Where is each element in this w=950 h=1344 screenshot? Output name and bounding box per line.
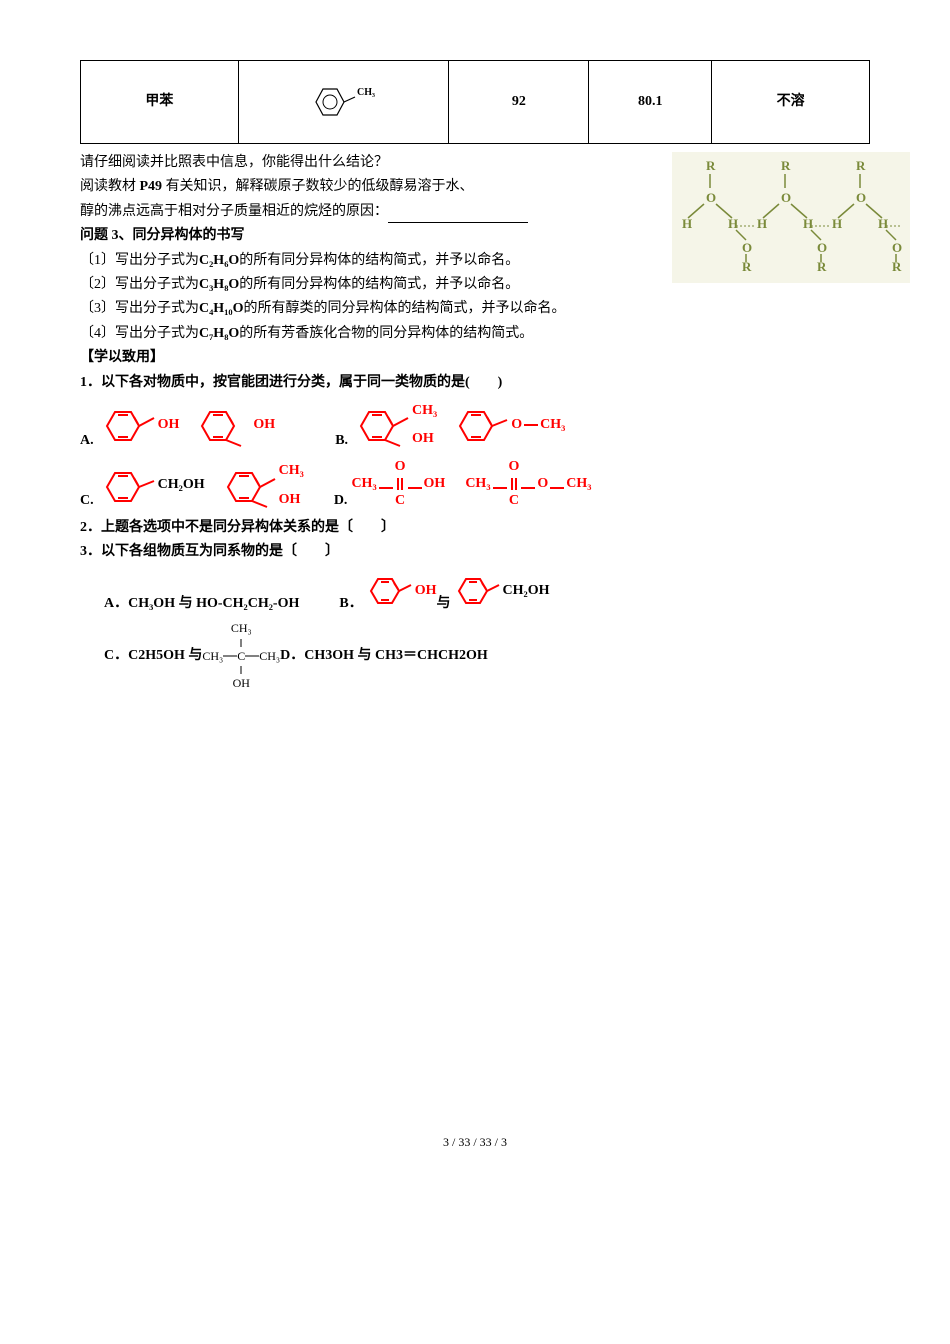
- option-b-struct-1: CH₃ OH: [352, 398, 437, 452]
- q3-3: 〔3〕写出分子式为C₄H₁₀O的所有醇类的同分异构体的结构简式，并予以命名。: [80, 298, 870, 320]
- q3-4: 〔4〕写出分子式为C₇H₈O的所有芳香族化合物的同分异构体的结构简式。: [80, 323, 870, 345]
- blank-line[interactable]: [388, 208, 528, 223]
- toluene-icon: CH₃: [303, 77, 383, 127]
- q3-opt-c-struct: CH₃ CH₃ C CH₃ OH: [202, 619, 280, 693]
- q3-opt-d: D．CH3OH 与 CH3＝CHCH2OH: [280, 645, 488, 667]
- options-row-cd: C. CH₂OH CH₃ OH D. CH₃ O: [80, 456, 870, 513]
- page-footer: 3 / 33 / 33 / 3: [80, 1133, 870, 1152]
- option-c-struct-2: CH₃ OH: [219, 459, 304, 513]
- svg-text:R: R: [706, 158, 716, 173]
- cell-bp: 80.1: [589, 61, 712, 144]
- svg-text:R: R: [856, 158, 866, 173]
- svg-text:R: R: [781, 158, 791, 173]
- svg-text:H: H: [832, 216, 842, 231]
- q3-opt-b-struct-1: OH: [363, 567, 437, 615]
- svg-text:R: R: [742, 259, 752, 271]
- problem-2: 2．上题各选项中不是同分异构体关系的是〔 〕: [80, 517, 870, 539]
- svg-text:O: O: [742, 240, 752, 255]
- hydrogen-bond-diagram: R R R O O O H H H H H H: [672, 152, 910, 283]
- q3-opt-c: C．C2H5OH 与: [104, 645, 202, 667]
- problem-1: 1．以下各对物质中，按官能团进行分类，属于同一类物质的是( ): [80, 372, 870, 394]
- svg-text:O: O: [892, 240, 902, 255]
- svg-text:O: O: [817, 240, 827, 255]
- cell-mw: 92: [449, 61, 589, 144]
- q3-opt-b-struct-2: CH₂OH: [451, 567, 550, 615]
- option-b-struct-2: O CH₃: [451, 398, 565, 452]
- option-a-struct-2: OH: [193, 398, 275, 452]
- label-b: B.: [335, 430, 348, 452]
- cell-name: 甲苯: [81, 61, 239, 144]
- section-title: 【学以致用】: [80, 347, 870, 369]
- svg-text:H: H: [682, 216, 692, 231]
- label-a: A.: [80, 430, 94, 452]
- problem-3: 3．以下各组物质互为同系物的是〔 〕: [80, 541, 870, 563]
- svg-text:H: H: [757, 216, 767, 231]
- label-c: C.: [80, 490, 94, 512]
- cell-structure: CH₃: [238, 61, 448, 144]
- option-c-struct-1: CH₂OH: [98, 459, 205, 513]
- svg-text:CH₃: CH₃: [357, 87, 375, 98]
- svg-text:O: O: [856, 190, 866, 205]
- svg-text:H: H: [803, 216, 813, 231]
- compound-table: 甲苯 CH₃ 92 80.1 不溶: [80, 60, 870, 144]
- option-d-struct-2: CH₃ O C O CH₃: [465, 456, 591, 513]
- svg-text:H: H: [728, 216, 738, 231]
- label-d: D.: [334, 490, 348, 512]
- svg-text:R: R: [892, 259, 902, 271]
- option-d-struct-1: CH₃ O C OH: [351, 456, 445, 513]
- q3-opt-a: A．CH₃OH 与 HO-CH₂CH₂-OH: [104, 593, 299, 615]
- p3-options-row-1: A．CH₃OH 与 HO-CH₂CH₂-OH B． OH 与 CH₂OH: [104, 567, 870, 615]
- p3-options-row-2: C．C2H5OH 与 CH₃ CH₃ C CH₃ OH D．CH3OH 与 CH…: [104, 619, 870, 693]
- svg-text:R: R: [817, 259, 827, 271]
- svg-text:H: H: [878, 216, 888, 231]
- q3-opt-b-label: B．: [339, 593, 362, 615]
- options-row-ab: A. OH OH B. CH₃: [80, 398, 870, 452]
- svg-text:O: O: [706, 190, 716, 205]
- cell-sol: 不溶: [712, 61, 870, 144]
- table-row: 甲苯 CH₃ 92 80.1 不溶: [81, 61, 870, 144]
- svg-text:O: O: [781, 190, 791, 205]
- option-a-struct-1: OH: [98, 398, 180, 452]
